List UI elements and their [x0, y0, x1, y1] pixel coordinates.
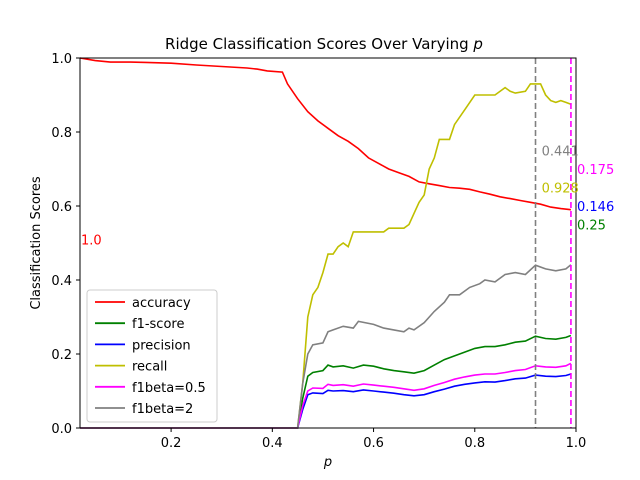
chart-title: Ridge Classification Scores Over Varying…: [165, 35, 483, 53]
annotations: 1.0 0.441 0.175 0.928 0.146 0.25: [81, 145, 614, 249]
y-tick-label: 0.0: [51, 422, 72, 437]
plot-frame: [79, 57, 577, 429]
y-tick-label: 1.0: [51, 52, 72, 67]
value-annotation: 0.146: [577, 200, 614, 215]
y-tick-label: 0.4: [51, 274, 72, 289]
value-annotation: 0.928: [542, 182, 579, 197]
plot-area: [79, 57, 572, 429]
legend-label: f1beta=0.5: [132, 381, 206, 396]
value-annotation: 1.0: [81, 233, 102, 248]
legend-label: recall: [132, 360, 167, 375]
x-tick-label: 0.2: [161, 436, 182, 451]
series-line-1: [80, 334, 572, 429]
legend: accuracy f1-score precision recall f1beta=0.…: [86, 289, 218, 423]
x-tick-label: 0.4: [262, 436, 283, 451]
x-axis: 0.2 0.4 0.6 0.8 1.0: [161, 428, 587, 451]
y-tick-label: 0.2: [51, 348, 72, 363]
legend-label: accuracy: [132, 296, 191, 311]
series-line-4: [80, 362, 572, 429]
value-annotation: 0.441: [542, 145, 579, 160]
series-line-5: [80, 264, 572, 429]
x-tick-label: 0.6: [363, 436, 384, 451]
series-line-0: [79, 57, 571, 211]
y-axis-label: Classification Scores: [29, 176, 44, 310]
value-annotation: 0.25: [577, 219, 606, 234]
y-tick-label: 0.6: [51, 200, 72, 215]
y-tick-label: 0.8: [51, 126, 72, 141]
series-line-3: [80, 83, 572, 429]
value-annotation: 0.175: [577, 163, 614, 178]
legend-label: precision: [132, 338, 191, 353]
x-tick-label: 1.0: [566, 436, 587, 451]
x-axis-label: p: [323, 455, 332, 470]
x-tick-label: 0.8: [464, 436, 485, 451]
reference-lines: [534, 58, 572, 428]
legend-label: f1-score: [132, 317, 184, 332]
legend-label: f1beta=2: [132, 402, 193, 417]
series-line-2: [80, 373, 572, 429]
y-axis: 0.0 0.2 0.4 0.6 0.8 1.0: [51, 52, 80, 437]
